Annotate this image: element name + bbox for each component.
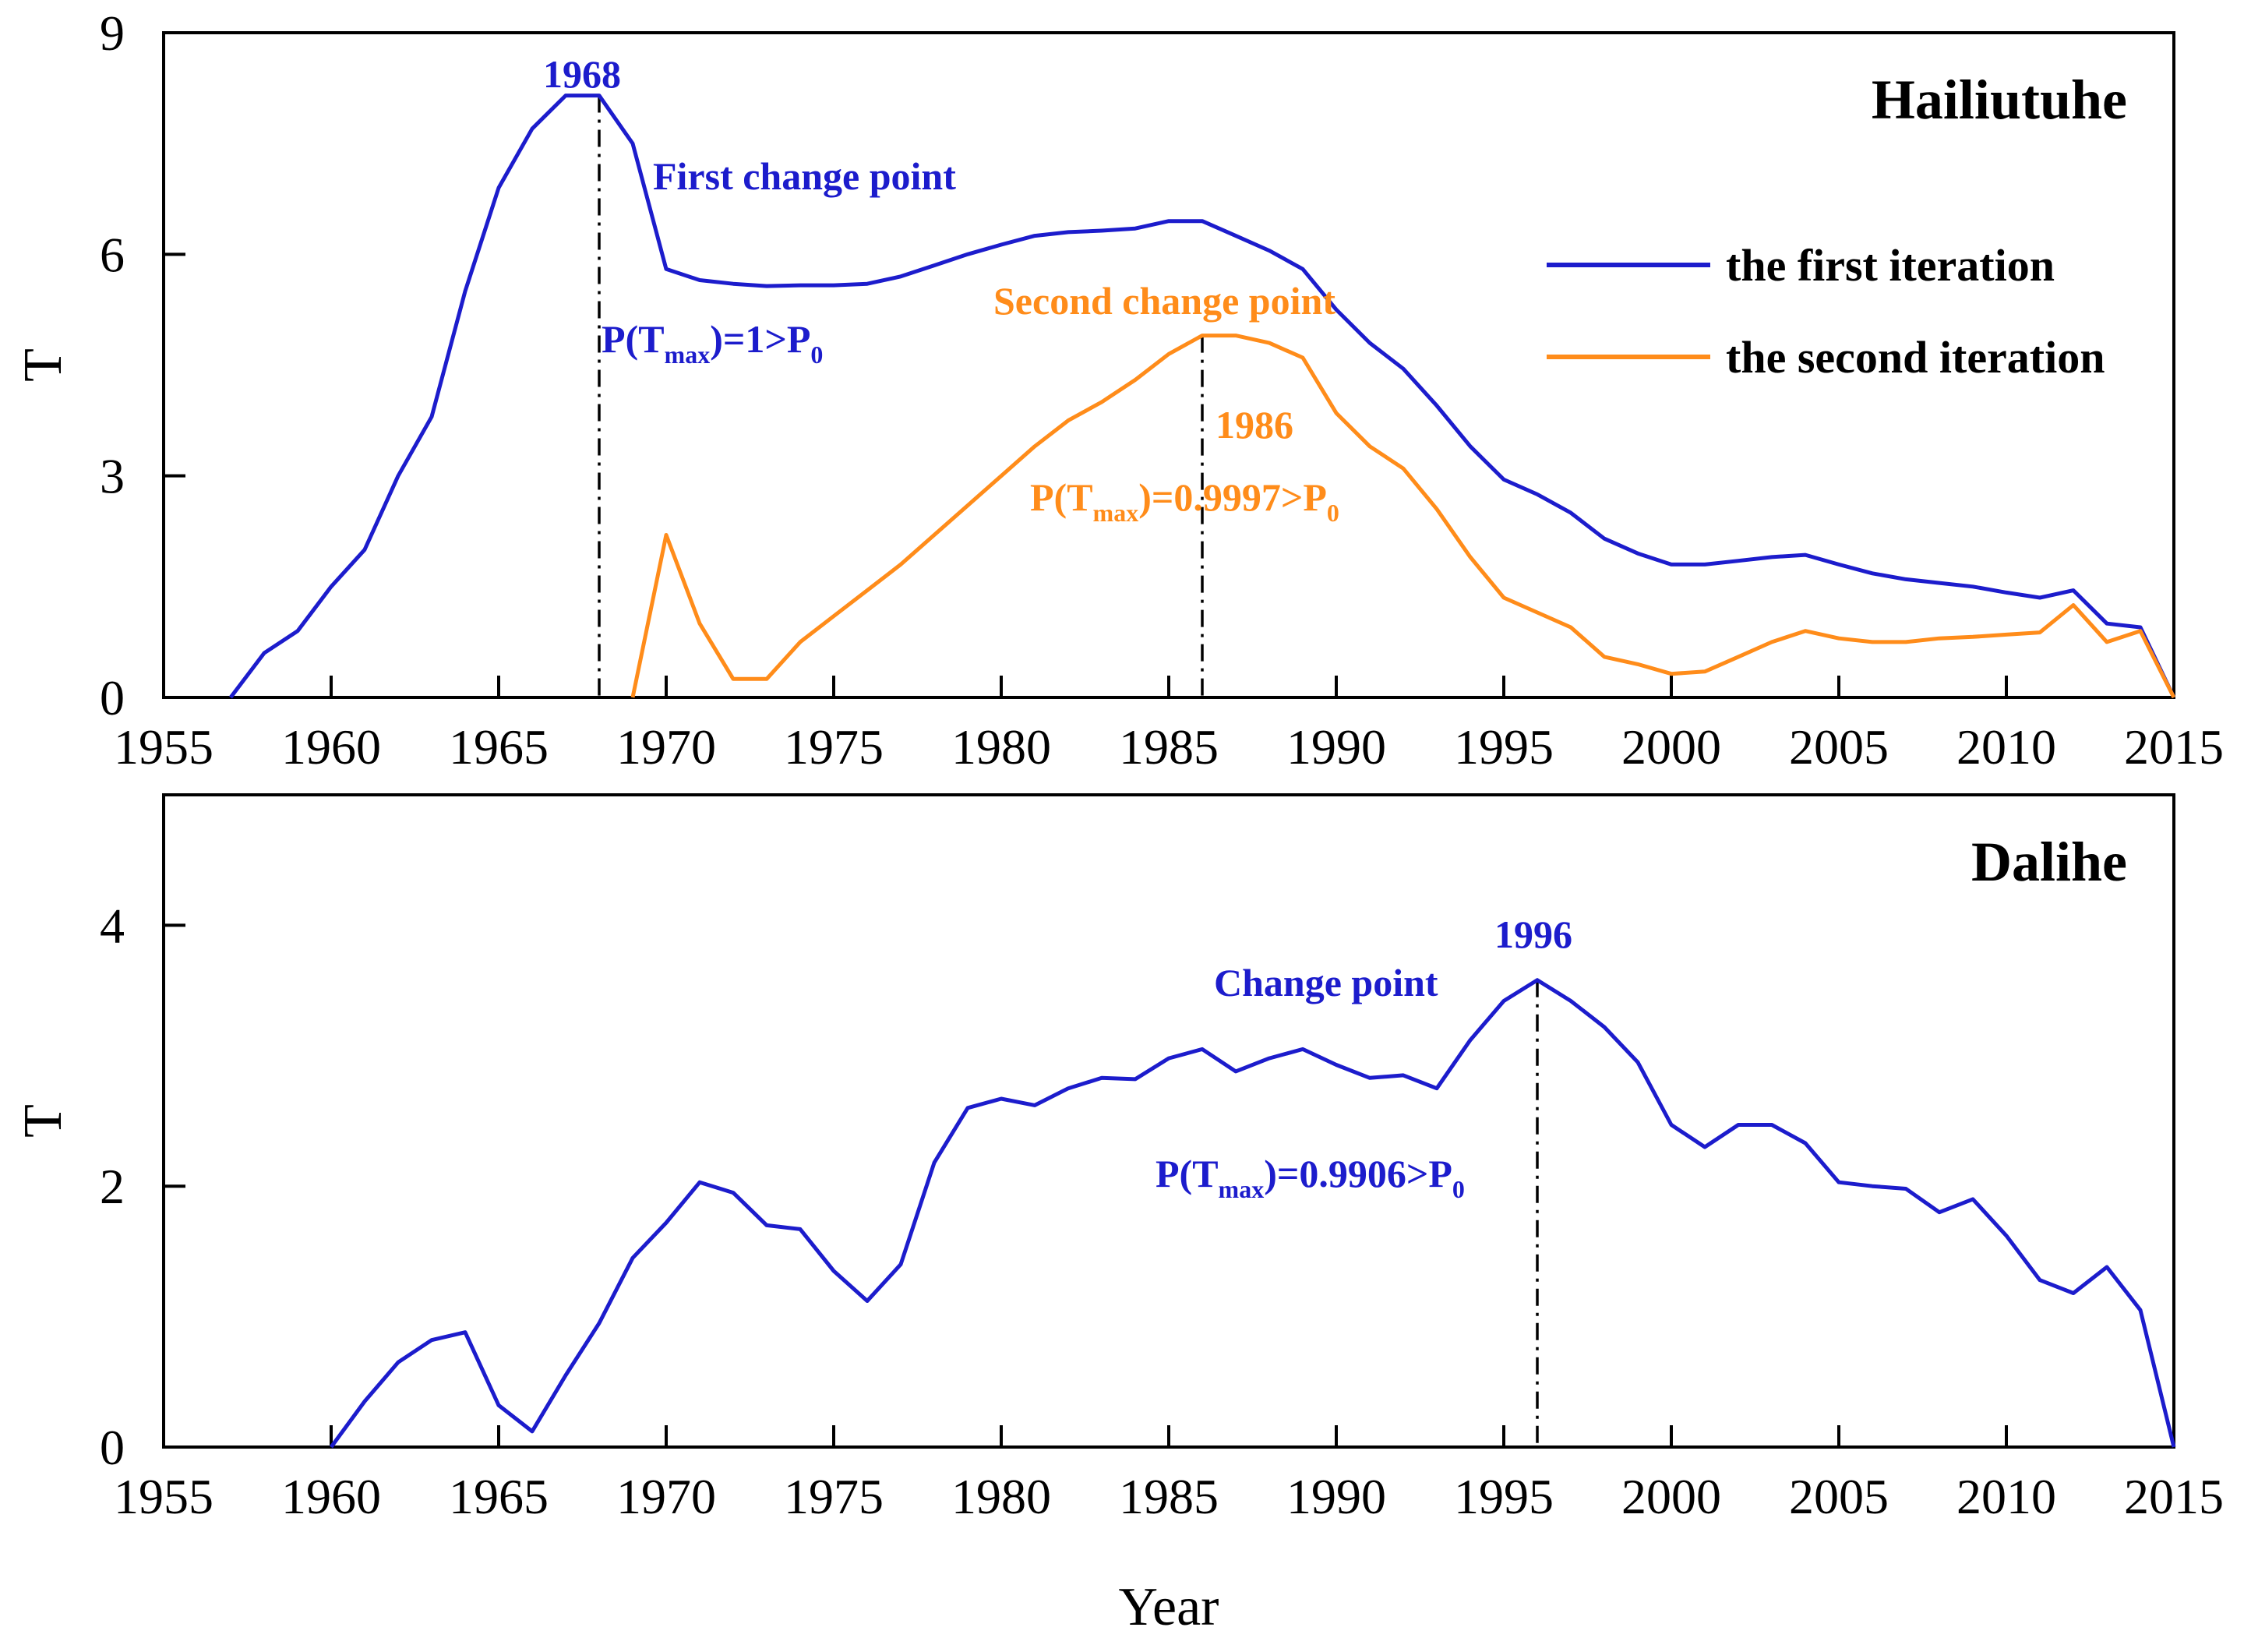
annotation-second-change-point: Second change point bbox=[993, 279, 1335, 323]
x-tick-label: 1985 bbox=[1119, 719, 1219, 775]
x-tick-label: 2010 bbox=[1956, 1469, 2056, 1524]
x-tick-label: 1970 bbox=[616, 719, 716, 775]
x-tick-label: 1985 bbox=[1119, 1469, 1219, 1524]
x-tick-label: 1975 bbox=[784, 1469, 884, 1524]
panel-title: Dalihe bbox=[1971, 831, 2127, 893]
y-tick-label: 6 bbox=[100, 227, 125, 282]
legend-label: the first iteration bbox=[1726, 240, 2055, 291]
x-tick-label: 2015 bbox=[2124, 719, 2224, 775]
x-tick-label: 2015 bbox=[2124, 1469, 2224, 1524]
panel-dalihe: 1955 1960 1965 1970 1975 1980 1985 1990 1995 2000… bbox=[13, 793, 2224, 1524]
series-line-the-first-iteration bbox=[229, 94, 2176, 699]
annotation-probability-1986: P(Tmax)=0.9997>P0 bbox=[1030, 475, 1339, 527]
x-tick-label: 1960 bbox=[281, 719, 381, 775]
x-tick-label: 1960 bbox=[281, 1469, 381, 1524]
x-axis-title: Year bbox=[1119, 1577, 1219, 1637]
x-tick-label: 1995 bbox=[1454, 719, 1554, 775]
annotation-year-1996: 1996 bbox=[1494, 912, 1572, 956]
series-line-dalihe bbox=[329, 978, 2176, 1449]
y-tick-label: 0 bbox=[100, 670, 125, 725]
series-line-the-second-iteration bbox=[630, 334, 2176, 699]
x-tick-label: 2000 bbox=[1621, 1469, 1721, 1524]
x-tick-label: 1990 bbox=[1286, 1469, 1386, 1524]
y-tick-label: 9 bbox=[100, 5, 125, 61]
annotation-year-1968: 1968 bbox=[543, 52, 621, 96]
y-tick-label: 0 bbox=[100, 1420, 125, 1475]
y-axis-title: T bbox=[13, 1104, 73, 1138]
y-tick-label: 3 bbox=[100, 449, 125, 504]
x-tick-label: 1965 bbox=[449, 719, 549, 775]
legend-label: the second iteration bbox=[1726, 332, 2105, 383]
annotation-year-1986: 1986 bbox=[1216, 403, 1293, 447]
x-tick-label: 2000 bbox=[1621, 719, 1721, 775]
y-axis-title: T bbox=[13, 348, 73, 382]
panel-title: Hailiutuhe bbox=[1872, 69, 2127, 131]
annotation-first-change-point: First change point bbox=[653, 154, 956, 198]
x-tick-label: 1990 bbox=[1286, 719, 1386, 775]
x-tick-label: 2010 bbox=[1956, 719, 2056, 775]
plot-frame bbox=[162, 793, 2175, 1449]
annotation-probability-1968: P(Tmax)=1>P0 bbox=[602, 317, 823, 369]
x-tick-label: 1955 bbox=[114, 1469, 213, 1524]
x-tick-label: 1955 bbox=[114, 719, 213, 775]
annotation-change-point: Change point bbox=[1214, 961, 1438, 1004]
y-tick-label: 2 bbox=[100, 1159, 125, 1214]
x-tick-label: 1980 bbox=[951, 1469, 1051, 1524]
y-tick-label: 4 bbox=[100, 898, 125, 953]
x-tick-label: 1975 bbox=[784, 719, 884, 775]
x-tick-label: 2005 bbox=[1789, 1469, 1889, 1524]
x-tick-label: 1995 bbox=[1454, 1469, 1554, 1524]
x-tick-label: 1965 bbox=[449, 1469, 549, 1524]
x-tick-label: 2005 bbox=[1789, 719, 1889, 775]
x-tick-label: 1980 bbox=[951, 719, 1051, 775]
x-tick-label: 1970 bbox=[616, 1469, 716, 1524]
panel-hailiutuhe: 1955 1960 1965 1970 1975 1980 1985 1990 1995 2000… bbox=[13, 5, 2224, 775]
annotation-probability-1996: P(Tmax)=0.9906>P0 bbox=[1156, 1152, 1465, 1203]
